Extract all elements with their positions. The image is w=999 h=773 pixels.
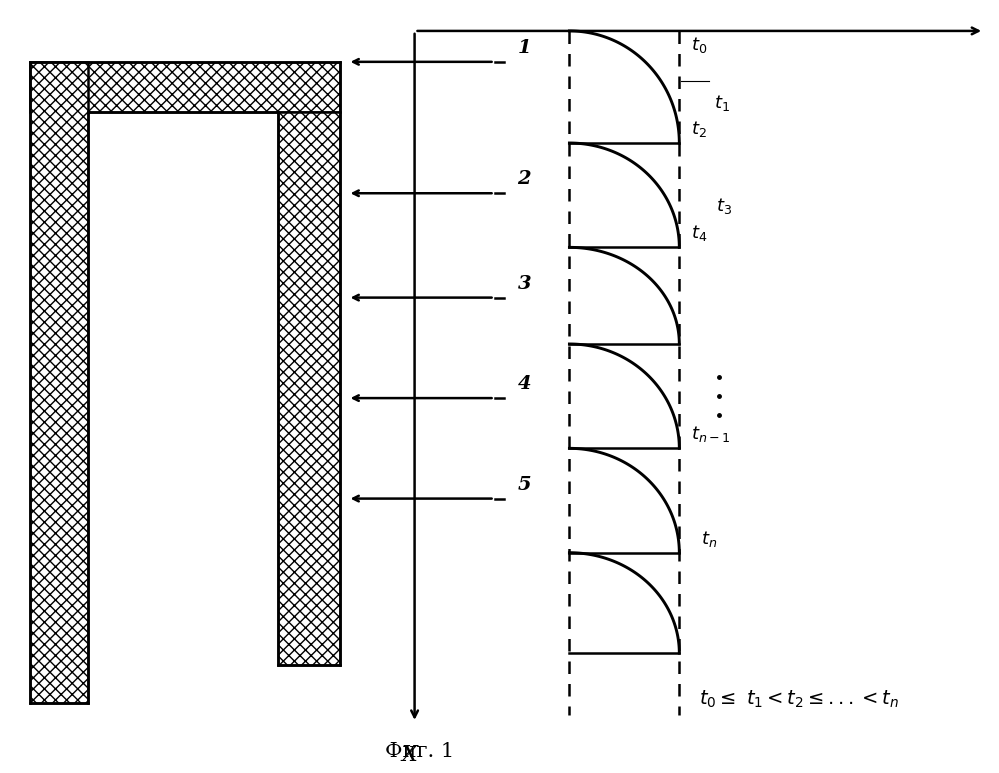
Polygon shape [30, 62, 340, 112]
Text: $t_4$: $t_4$ [691, 223, 707, 243]
Polygon shape [278, 112, 340, 665]
Text: 2: 2 [517, 170, 531, 189]
Text: 3: 3 [517, 274, 531, 293]
Text: 1: 1 [517, 39, 531, 57]
Text: $t_0 \leq\ t_1 < t_2 \leq ... < t_n$: $t_0 \leq\ t_1 < t_2 \leq ... < t_n$ [699, 689, 899, 710]
Text: $t_3$: $t_3$ [716, 196, 732, 216]
Text: $t_0$: $t_0$ [691, 35, 707, 55]
Text: Фиг. 1: Фиг. 1 [385, 742, 455, 761]
Text: $t_2$: $t_2$ [691, 119, 707, 139]
Text: $t_{n-1}$: $t_{n-1}$ [691, 424, 730, 444]
Text: 4: 4 [517, 375, 531, 393]
Polygon shape [30, 62, 88, 703]
Text: X: X [402, 744, 418, 766]
Text: $t_1$: $t_1$ [714, 93, 730, 113]
Text: 5: 5 [517, 475, 531, 494]
Text: $t_n$: $t_n$ [701, 529, 717, 549]
